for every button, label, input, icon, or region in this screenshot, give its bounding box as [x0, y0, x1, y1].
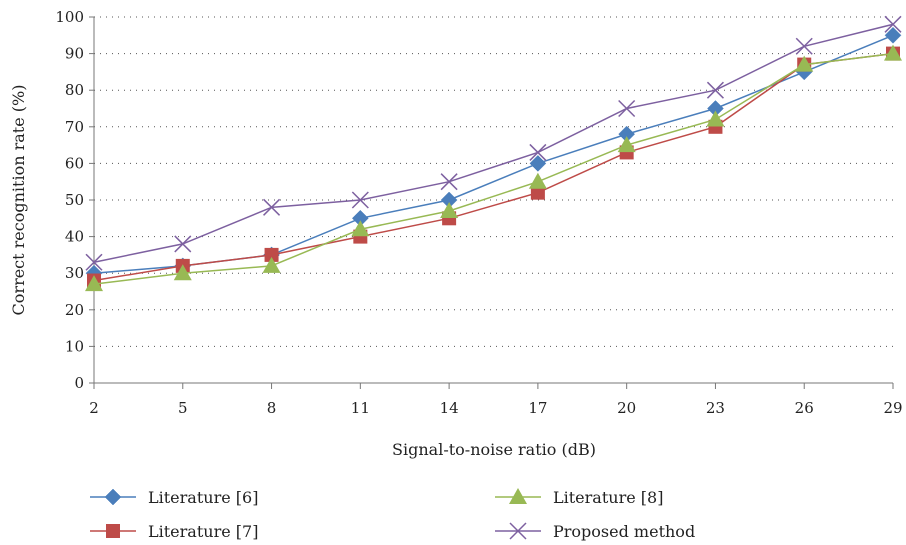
marker-stroke — [618, 99, 636, 118]
legend-marker — [106, 524, 120, 538]
series-line — [93, 34, 894, 274]
data-point — [263, 198, 281, 216]
x-tick-label: 11 — [351, 399, 370, 417]
x-axis-title: Signal-to-noise ratio (dB) — [392, 440, 596, 459]
series-1 — [85, 26, 902, 282]
data-point — [351, 191, 369, 209]
x-tick-label: 5 — [178, 399, 188, 417]
data-point — [85, 275, 103, 292]
data-point — [262, 256, 281, 273]
data-point — [440, 201, 459, 218]
data-point — [706, 81, 724, 99]
data-point — [530, 185, 545, 200]
x-tick-label: 26 — [795, 399, 814, 417]
marker-stroke — [85, 253, 103, 271]
data-point — [884, 44, 902, 61]
legend-marker — [509, 522, 527, 540]
data-point — [173, 264, 192, 281]
legend-label: Literature [8] — [553, 488, 663, 507]
x-tick-label: 14 — [440, 399, 459, 417]
series-4 — [85, 15, 902, 271]
x-tick-label: 20 — [617, 399, 636, 417]
data-point — [529, 143, 547, 161]
marker-stroke — [440, 173, 458, 191]
y-tick-label: 90 — [65, 45, 84, 63]
data-point — [529, 155, 547, 172]
x-tick-label: 23 — [706, 399, 725, 417]
marker-stroke — [706, 81, 724, 99]
y-tick-label: 30 — [65, 264, 84, 282]
y-tick-label: 80 — [65, 81, 84, 99]
y-tick-label: 50 — [65, 191, 84, 209]
data-point — [174, 235, 192, 253]
y-tick-label: 70 — [65, 118, 84, 136]
y-tick-label: 60 — [65, 154, 84, 172]
data-point — [795, 37, 813, 55]
data-point — [617, 136, 636, 153]
series-3 — [85, 44, 902, 292]
y-tick-label: 20 — [65, 301, 84, 319]
data-point — [706, 110, 725, 127]
legend-item: Literature [8] — [495, 488, 663, 507]
x-tick-label: 17 — [528, 399, 547, 417]
series-line — [93, 52, 894, 285]
series-line — [93, 52, 894, 282]
legend-marker — [509, 488, 527, 504]
x-tick-label: 8 — [267, 399, 277, 417]
marker-stroke — [529, 143, 547, 161]
x-tick-labels: 2 5 8 11 14 17 20 23 26 29 — [89, 399, 902, 417]
data-point — [618, 99, 636, 118]
data-point — [884, 26, 902, 44]
legend-item: Proposed method — [495, 522, 695, 541]
legend-item: Literature [7] — [90, 522, 258, 541]
marker-stroke — [509, 522, 527, 540]
x-tick-label: 2 — [89, 399, 99, 417]
y-tick-label: 100 — [55, 8, 84, 26]
y-axis-title: Correct recognition rate (%) — [9, 85, 28, 316]
data-point — [85, 253, 103, 271]
data-point — [351, 220, 370, 237]
y-tick-labels: 0 10 20 30 40 50 60 70 80 90 100 — [55, 8, 84, 392]
marker-stroke — [263, 198, 281, 216]
legend-label: Proposed method — [553, 522, 695, 541]
marker-stroke — [884, 15, 902, 33]
y-tick-label: 40 — [65, 228, 84, 246]
marker-stroke — [795, 37, 813, 55]
data-point — [528, 172, 547, 189]
y-tick-label: 10 — [65, 337, 84, 355]
legend-label: Literature [7] — [148, 522, 258, 541]
x-tick-label: 29 — [883, 399, 902, 417]
series-line — [93, 23, 894, 263]
legend: Literature [6] Literature [8] Literature [… — [90, 488, 695, 541]
marker-stroke — [351, 191, 369, 209]
axes — [89, 16, 894, 389]
legend-label: Literature [6] — [148, 488, 258, 507]
legend-marker — [104, 488, 122, 506]
y-tick-label: 0 — [74, 374, 84, 392]
legend-item: Literature [6] — [90, 488, 258, 507]
data-point — [795, 55, 814, 72]
series-group — [85, 15, 902, 292]
marker-stroke — [174, 235, 192, 253]
data-point — [884, 15, 902, 33]
data-point — [440, 173, 458, 191]
data-point — [264, 247, 279, 262]
